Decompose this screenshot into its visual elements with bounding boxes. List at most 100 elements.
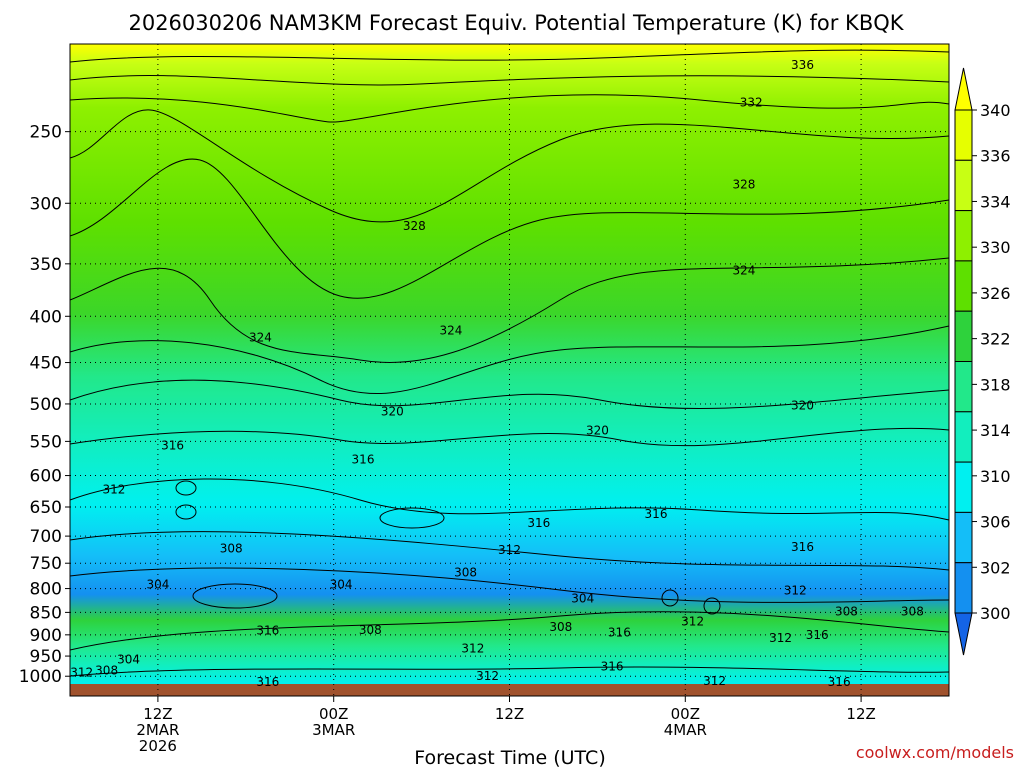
colorbar-segment: [954, 511, 973, 564]
contour-label: 308: [454, 566, 477, 580]
contour-label: 308: [220, 541, 243, 555]
colorbar-segment: [954, 159, 973, 212]
contour-label: 312: [70, 665, 93, 679]
contour-line: [69, 75, 950, 86]
contour-labels: 336 332 328 328 324 324 324 320 320 320 316 316 316 3…: [70, 58, 924, 689]
contour-label: 316: [527, 516, 550, 530]
contour-label: 316: [608, 626, 631, 640]
contour-label: 324: [732, 264, 755, 278]
y-tick-label: 300: [30, 194, 62, 214]
contour-loop: [175, 480, 197, 496]
y-tick-label: 950: [30, 647, 62, 667]
colorbar-label: 322: [980, 330, 1011, 349]
contour-label: 304: [330, 578, 353, 592]
y-tick-label: 1000: [19, 667, 62, 687]
contour-label: 312: [784, 584, 807, 598]
y-tick-label: 350: [30, 255, 62, 275]
contour-label: 312: [703, 674, 726, 688]
colorbar-segment: [954, 67, 973, 111]
contour-label: 304: [146, 578, 169, 592]
colorbar-segment: [954, 109, 973, 161]
y-tick-label: 250: [30, 123, 62, 143]
colorbar-segment: [954, 310, 973, 363]
x-tick-label: 2MAR: [136, 721, 179, 739]
y-tick-label: 650: [30, 498, 62, 518]
colorbar-label: 326: [980, 284, 1011, 303]
contour-line: [69, 478, 950, 521]
colorbar-label: 310: [980, 467, 1011, 486]
contour-label: 316: [352, 453, 375, 467]
chart-title: 2026030206 NAM3KM Forecast Equiv. Potent…: [128, 11, 904, 35]
colorbar-segment: [954, 210, 973, 262]
contour-label: 312: [102, 483, 125, 497]
colorbar-label: 300: [980, 604, 1011, 623]
contour-label: 312: [681, 615, 704, 629]
contour-label: 320: [586, 424, 609, 438]
x-tick-label: 12Z: [143, 705, 172, 723]
contour-label: 312: [461, 642, 484, 656]
contour-label: 316: [828, 675, 851, 689]
colorbar-label: 336: [980, 147, 1011, 166]
contour-label: 316: [256, 623, 279, 637]
contour-label: 304: [571, 591, 594, 605]
contour-label: 328: [732, 178, 755, 192]
contour-loop: [661, 589, 679, 607]
contour-label: 320: [381, 405, 404, 419]
contour-line: [69, 158, 950, 299]
colorbar-label: 340: [980, 101, 1011, 120]
contour-line: [69, 109, 950, 223]
y-tick-label: 450: [30, 354, 62, 374]
y-axis: 250 300 350 400 450 500 550 600 650 700 750 800 850 9…: [19, 123, 70, 687]
plot-area: 336 332 328 328 324 324 324 320 320 320 316 316 316 3…: [69, 43, 950, 697]
contour-label: 332: [740, 95, 763, 109]
contour-label: 304: [117, 652, 140, 666]
x-tick-label: 00Z: [319, 705, 348, 723]
colorbar-label: 318: [980, 375, 1011, 394]
x-tick-label: 12Z: [846, 705, 875, 723]
contour-line: [69, 325, 950, 395]
credit-text: coolwx.com/models: [856, 743, 1014, 762]
contour-line: [69, 567, 950, 603]
y-tick-label: 500: [30, 395, 62, 415]
contour-line: [69, 257, 950, 363]
y-tick-label: 900: [30, 626, 62, 646]
colorbar: 340 336 334 330 326 322 318 314 310 306 302 300: [954, 67, 1011, 656]
y-tick-label: 800: [30, 580, 62, 600]
colorbar-segment: [954, 361, 973, 413]
colorbar-label: 314: [980, 421, 1011, 440]
colorbar-segment: [954, 411, 973, 463]
contour-loop: [379, 507, 445, 529]
y-tick-label: 750: [30, 554, 62, 574]
contour-label: 316: [645, 507, 668, 521]
colorbar-segment: [954, 612, 973, 656]
colorbar-label: 302: [980, 558, 1011, 577]
gridlines: [70, 44, 949, 696]
contour-loop: [192, 583, 278, 609]
contour-line: [69, 666, 950, 677]
contour-label: 316: [161, 439, 184, 453]
contour-label: 308: [95, 663, 118, 677]
y-tick-label: 600: [30, 467, 62, 487]
contour-line: [69, 611, 950, 651]
contour-loop: [703, 597, 721, 615]
x-tick-label: 12Z: [495, 705, 524, 723]
contour-label: 308: [901, 604, 924, 618]
contour-label: 316: [601, 659, 624, 673]
contour-line: [69, 49, 950, 63]
contour-label: 316: [256, 675, 279, 689]
contour-label: 324: [439, 324, 462, 338]
contour-label: 308: [549, 620, 572, 634]
x-tick-label: 2026: [139, 737, 177, 755]
contour-label: 328: [403, 219, 426, 233]
colorbar-label: 334: [980, 192, 1011, 211]
colorbar-label: 306: [980, 513, 1011, 532]
contour-line: [69, 531, 950, 571]
y-tick-label: 400: [30, 307, 62, 327]
contour-label: 320: [791, 399, 814, 413]
colorbar-segment: [954, 260, 973, 312]
contour-line: [69, 427, 950, 447]
x-tick-label: 4MAR: [664, 721, 707, 739]
contour-loop: [175, 504, 197, 520]
